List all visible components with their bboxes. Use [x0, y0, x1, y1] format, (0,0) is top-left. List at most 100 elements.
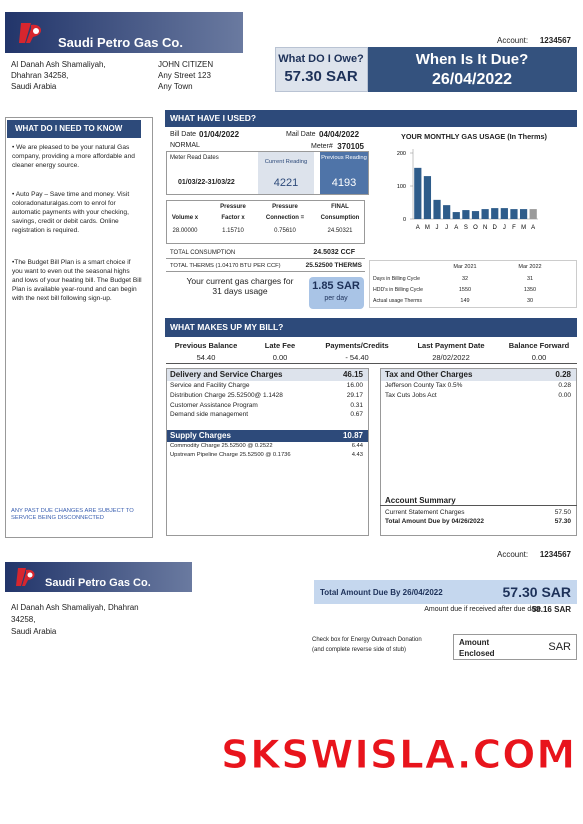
x-tick-label: S	[464, 225, 468, 231]
sidebar-item: • Auto Pay – Save time and money. Visit …	[12, 191, 130, 234]
x-tick-label: M	[425, 225, 430, 231]
due-box	[368, 47, 577, 92]
watermark: SKSWISLA.COM	[220, 733, 577, 779]
bill-header: Previous Balance	[174, 341, 238, 350]
sidebar-notice: ANY PAST DUE CHANGES ARE SUBJECT TO SERV…	[11, 508, 134, 521]
calc-value: 0.75610	[274, 228, 296, 234]
charge-amount: 4.43	[351, 452, 363, 458]
bar	[414, 167, 422, 219]
sidebar-item: •The Budget Bill Plan is a smart choice …	[12, 259, 142, 302]
x-tick-label: N	[483, 225, 487, 231]
x-tick-label: D	[493, 225, 498, 231]
charge-amount: 16.00	[346, 382, 363, 389]
enclosed-label: Amount	[459, 638, 490, 647]
rule	[166, 258, 365, 259]
bill-date: 01/04/2022	[199, 130, 240, 139]
calc-header: Consumption	[320, 215, 360, 221]
address-line: Dhahran 34258,	[11, 71, 69, 80]
x-tick-label: A	[416, 225, 420, 231]
comparison-value: 1550	[458, 287, 472, 293]
charge-label: Commodity Charge 25.52500 @ 0.2522	[170, 443, 273, 449]
section-bar	[165, 318, 577, 337]
delivery-box	[166, 368, 369, 536]
bill-value: 0.00	[531, 353, 547, 362]
account-label: Account:	[497, 550, 529, 559]
company-name: Saudi Petro Gas Co.	[58, 35, 183, 50]
rule	[380, 505, 577, 506]
section-title: WHAT HAVE I USED?	[170, 113, 257, 123]
calc-header: Pressure	[272, 204, 298, 210]
total-therms: 25.52500 THERMS	[305, 262, 362, 269]
comparison-value: 30	[526, 298, 534, 304]
charge-label: Distribution Charge 25.52500@ 1.1428	[170, 391, 283, 399]
bar	[500, 208, 508, 219]
comparison-header: Mar 2022	[518, 264, 542, 270]
logo-band	[5, 12, 243, 53]
rule	[166, 271, 365, 272]
enclosed-label: Enclosed	[459, 649, 495, 658]
charge-label: Demand side management	[170, 411, 249, 419]
supply-bar	[167, 430, 368, 442]
summary-label: Total Amount Due by 04/26/2022	[385, 518, 484, 525]
sidebar-box	[5, 117, 153, 538]
x-tick-label: M	[521, 225, 526, 231]
delivery-bar	[167, 369, 368, 381]
bar	[519, 209, 528, 219]
x-tick-label: A	[531, 225, 535, 231]
bar	[471, 211, 480, 219]
bill-value: - 54.40	[345, 353, 369, 362]
address-line: Saudi Arabia	[11, 82, 57, 91]
summary-amount: 57.50	[554, 509, 571, 516]
current-col	[258, 152, 314, 194]
customer-line: Any Street 123	[158, 71, 211, 80]
account-label: Account:	[497, 36, 529, 45]
section-title: WHAT MAKES UP MY BILL?	[170, 322, 284, 332]
sidebar-title: WHAT DO I NEED TO KNOW	[15, 124, 123, 133]
current-reading: 4221	[273, 177, 299, 189]
calc-header: Factor x	[221, 215, 245, 221]
label: Meter Read Dates	[170, 155, 219, 161]
readings-box	[166, 151, 369, 195]
tax-bar	[381, 369, 576, 381]
x-tick-label: J	[503, 225, 506, 231]
calc-box	[166, 200, 365, 244]
calc-value: 24.50321	[327, 228, 353, 234]
per-day-box	[309, 277, 364, 309]
block-title: Account Summary	[385, 496, 456, 505]
calc-header: Pressure	[220, 204, 246, 210]
block-total: 46.15	[342, 370, 363, 379]
owe-amount: 57.30 SAR	[284, 68, 358, 85]
label: Mail Date	[286, 131, 316, 138]
block-total: 10.87	[342, 431, 363, 440]
x-tick-label: F	[512, 225, 516, 231]
charge-amount: 0.31	[350, 401, 363, 409]
logo-icon	[16, 568, 35, 586]
label: TOTAL THERMS (1.04170 BTU PER CCF)	[170, 263, 281, 269]
charge-label: Tax Cuts Jobs Act	[385, 391, 437, 399]
bar	[433, 199, 441, 219]
mail-date: 04/04/2022	[319, 130, 360, 139]
charges-text: Your current gas charges for 31 days usa…	[186, 276, 294, 297]
bill-header: Last Payment Date	[417, 341, 485, 350]
enclosed-box	[453, 634, 577, 660]
charge-label: Upstream Pipeline Charge 25.52500 @ 0.17…	[170, 452, 291, 458]
calc-header: Connection =	[265, 215, 305, 221]
block-title: Supply Charges	[170, 431, 231, 440]
summary-label: Current Statement Charges	[385, 509, 465, 516]
bar	[510, 209, 518, 219]
address-line: Al Danah Ash Shamaliyah, Dhahran	[11, 603, 139, 612]
x-tick-label: A	[454, 225, 458, 231]
charge-amount: 6.44	[351, 443, 363, 449]
tax-box	[380, 368, 577, 536]
bill-header: Payments/Credits	[325, 341, 389, 350]
customer-line: Any Town	[158, 82, 193, 91]
sidebar-title-bar	[7, 120, 141, 138]
sidebar-item: • We are pleased to be your natural Gas …	[12, 144, 135, 169]
bill-header: Balance Forward	[508, 341, 570, 350]
x-tick-label: O	[473, 225, 478, 231]
label: Current Reading	[264, 159, 308, 165]
due-date: 26/04/2022	[431, 71, 513, 88]
total-consumption: 24.5032 CCF	[313, 249, 355, 256]
comparison-box	[369, 260, 577, 308]
